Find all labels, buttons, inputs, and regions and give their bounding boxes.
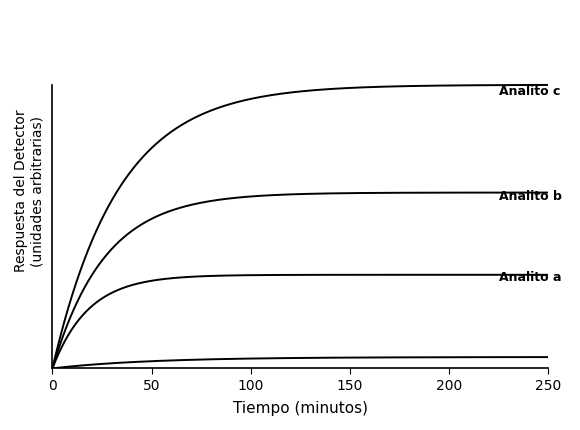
Text: Analito b: Analito b <box>499 190 561 203</box>
X-axis label: Tiempo (minutos): Tiempo (minutos) <box>233 401 368 416</box>
Text: Analito c: Analito c <box>499 86 560 98</box>
Text: Analito a: Analito a <box>499 271 561 284</box>
Y-axis label: Respuesta del Detector
(unidades arbitrarias): Respuesta del Detector (unidades arbitra… <box>14 110 44 273</box>
